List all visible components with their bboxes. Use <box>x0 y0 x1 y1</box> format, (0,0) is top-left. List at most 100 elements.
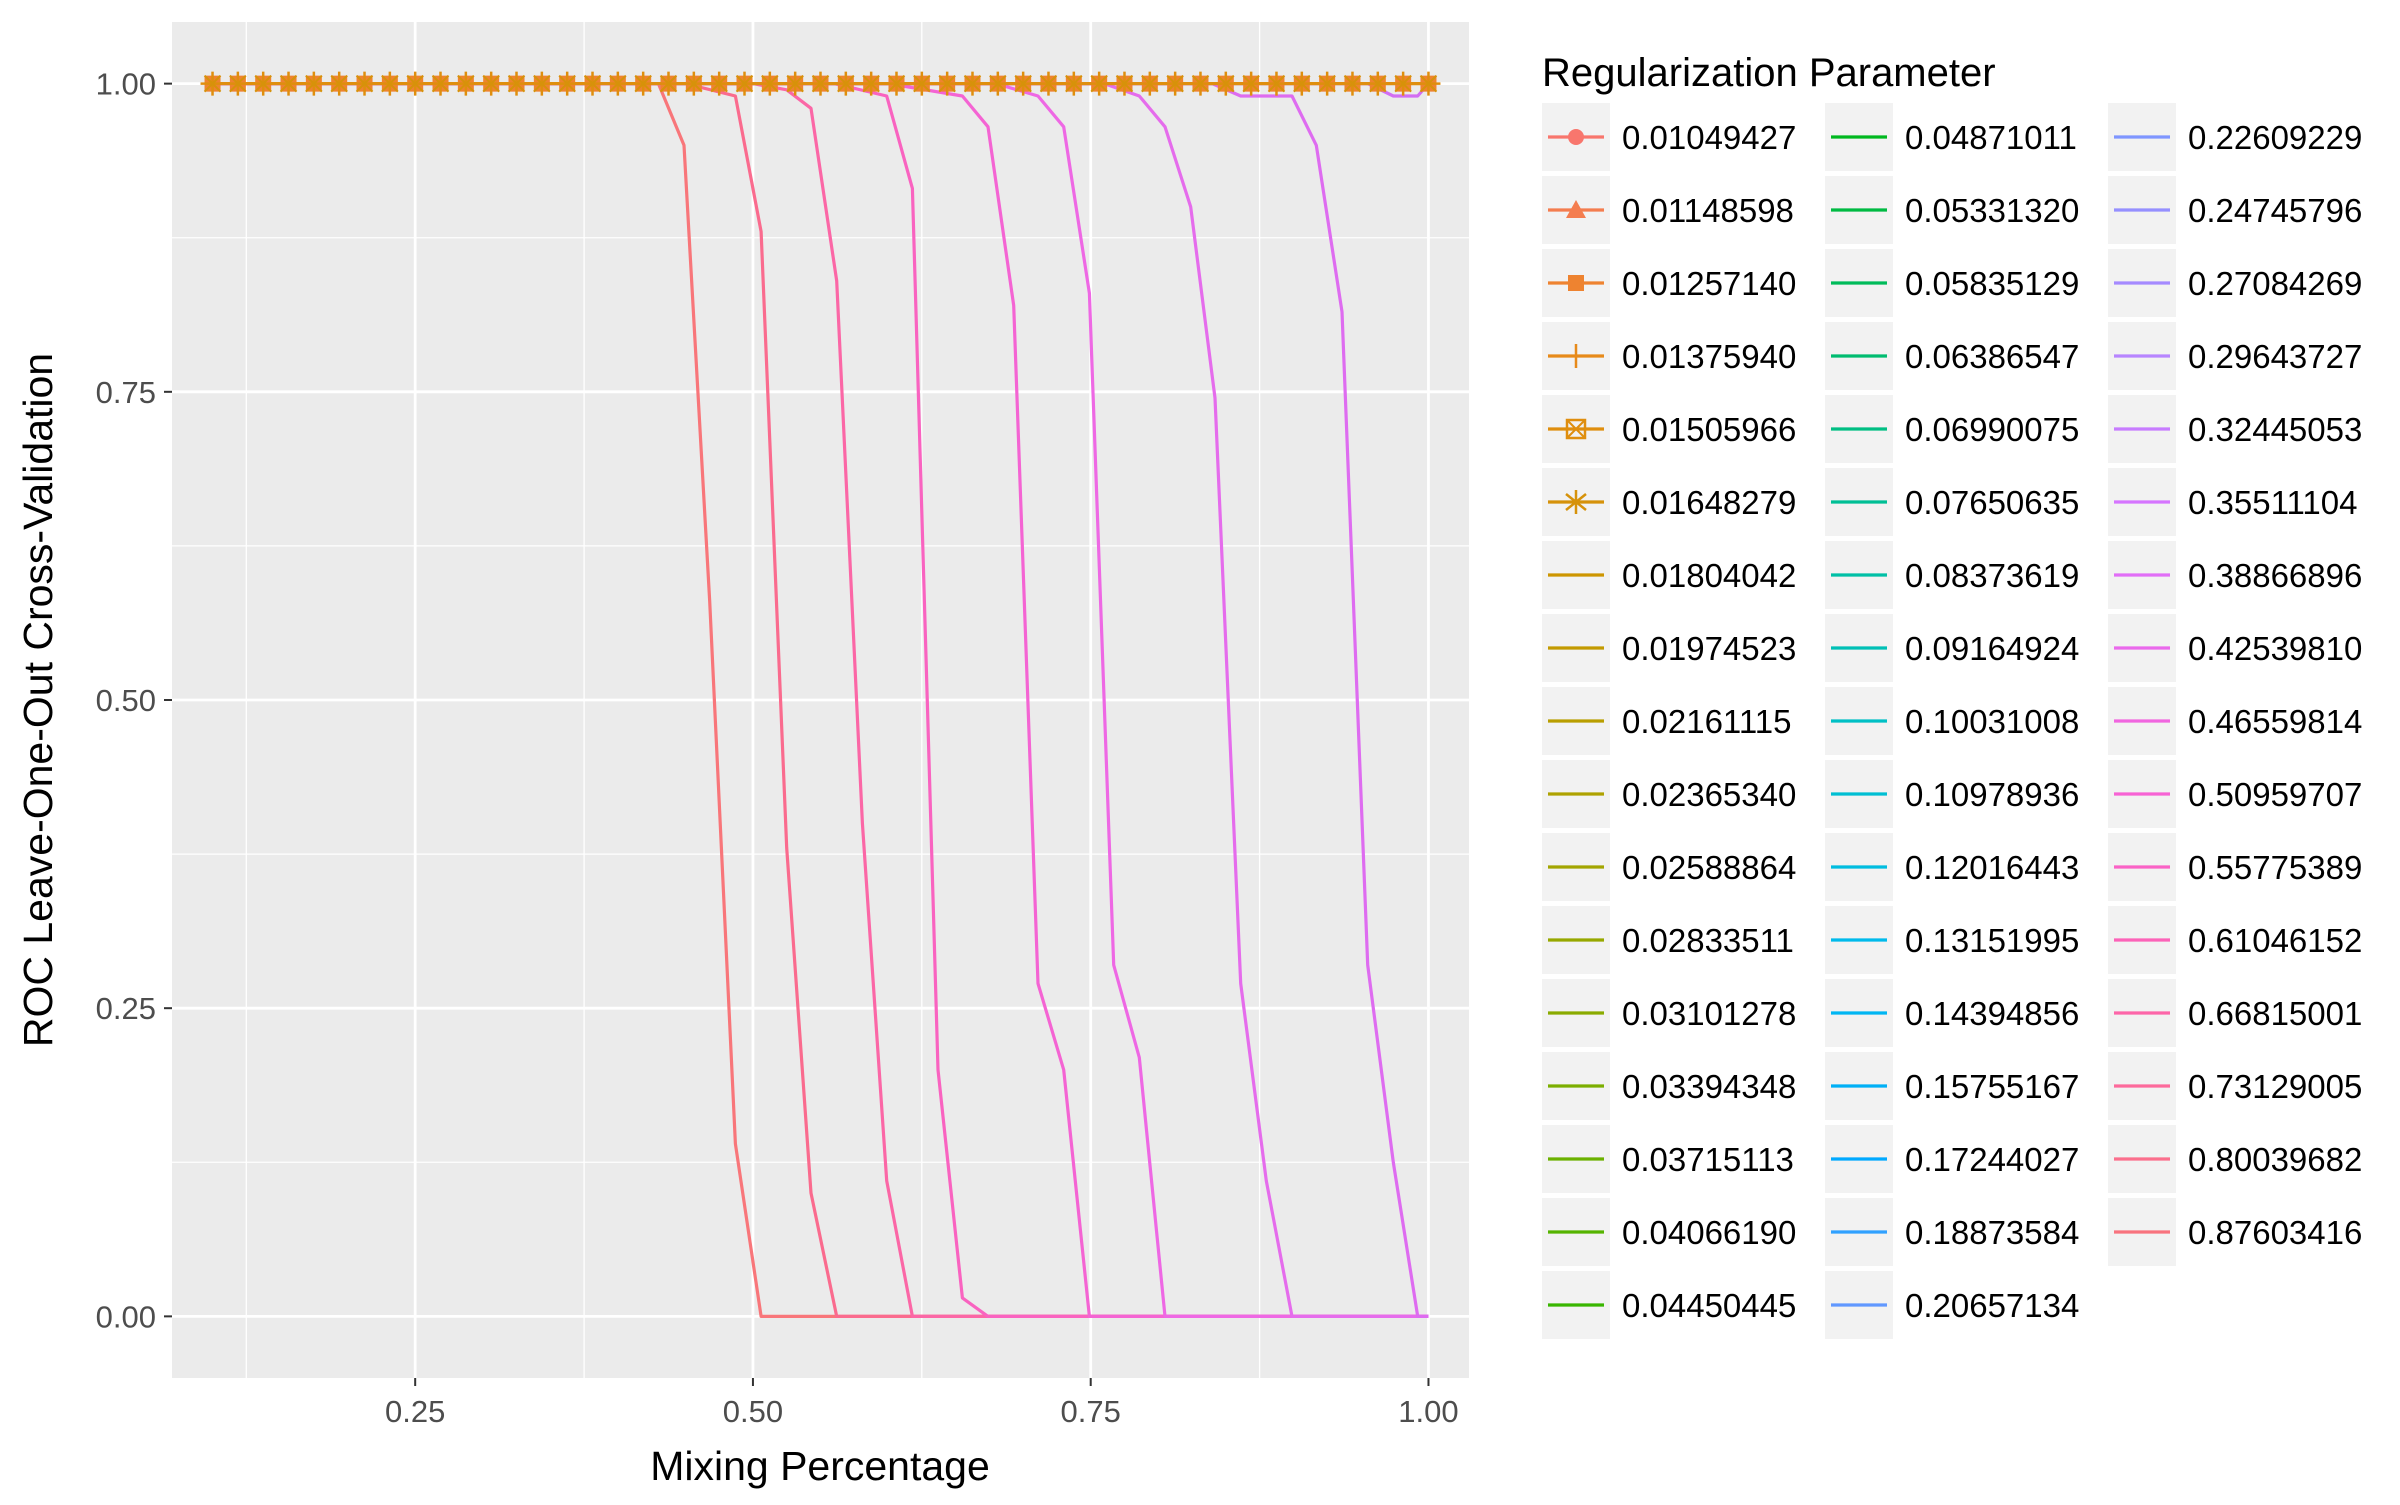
legend-item: 0.14394856 <box>1825 979 2079 1047</box>
legend-label: 0.29643727 <box>2188 338 2362 375</box>
legend-item: 0.03394348 <box>1542 1052 1796 1120</box>
data-point <box>1416 71 1441 96</box>
point-x <box>1115 74 1134 93</box>
legend-label: 0.27084269 <box>2188 265 2362 302</box>
legend-label: 0.01375940 <box>1622 338 1796 375</box>
data-point <box>1391 71 1416 96</box>
data-point <box>1264 71 1289 96</box>
legend-label: 0.22609229 <box>2188 119 2362 156</box>
point-x <box>710 74 728 93</box>
data-point <box>808 71 833 96</box>
legend-label: 0.01804042 <box>1622 557 1796 594</box>
data-point <box>605 71 630 96</box>
legend-label: 0.10031008 <box>1905 703 2079 740</box>
legend-label: 0.01974523 <box>1622 630 1796 667</box>
data-point <box>276 71 301 96</box>
legend-label: 0.02161115 <box>1622 703 1791 740</box>
point-x <box>1166 74 1184 93</box>
legend: 0.01049427 0.01148598 0.01257140 0.01375940… <box>1542 103 2362 1339</box>
legend-label: 0.05331320 <box>1905 192 2079 229</box>
legend-item: 0.05835129 <box>1825 249 2079 317</box>
data-point <box>757 71 782 96</box>
legend-item: 0.42539810 <box>2108 614 2362 682</box>
legend-label: 0.06386547 <box>1905 338 2079 375</box>
point-x <box>1242 74 1260 93</box>
legend-marker-triangle <box>1566 200 1586 218</box>
data-point <box>251 71 276 96</box>
legend-label: 0.46559814 <box>2188 703 2362 740</box>
legend-label: 0.01049427 <box>1622 119 1796 156</box>
legend-marker-circle <box>1568 129 1584 145</box>
legend-item: 0.35511104 <box>2108 468 2357 536</box>
series-line <box>212 81 1429 1319</box>
legend-item: 0.01257140 <box>1542 249 1796 317</box>
data-point <box>985 71 1010 96</box>
y-tick-label: 1.00 <box>96 67 156 102</box>
data-point <box>479 71 504 96</box>
point-x <box>1191 74 1210 93</box>
point-x <box>279 74 298 93</box>
data-point <box>580 71 605 96</box>
legend-label: 0.35511104 <box>2188 484 2357 521</box>
point-x <box>406 74 424 93</box>
legend-label: 0.61046152 <box>2188 922 2362 959</box>
point-x <box>1141 74 1159 93</box>
data-point <box>504 71 529 96</box>
point-x <box>431 74 450 93</box>
point-x <box>811 74 830 93</box>
legend-label: 0.17244027 <box>1905 1141 2079 1178</box>
legend-item: 0.18873584 <box>1825 1198 2079 1266</box>
legend-label: 0.66815001 <box>2188 995 2362 1032</box>
point-x <box>457 74 475 93</box>
legend-label: 0.10978936 <box>1905 776 2079 813</box>
point-x <box>533 74 551 93</box>
point-x <box>761 74 779 93</box>
legend-marker-square-x <box>1566 419 1586 439</box>
legend-item: 0.73129005 <box>2108 1052 2362 1120</box>
legend-label: 0.09164924 <box>1905 630 2079 667</box>
legend-label: 0.04871011 <box>1905 119 2077 156</box>
legend-label: 0.24745796 <box>2188 192 2362 229</box>
legend-item: 0.20657134 <box>1825 1271 2079 1339</box>
data-point <box>1163 71 1188 96</box>
legend-label: 0.50959707 <box>2188 776 2362 813</box>
point-x <box>634 74 652 93</box>
data-point <box>1011 71 1036 96</box>
data-point <box>1087 71 1112 96</box>
legend-item: 0.17244027 <box>1825 1125 2079 1193</box>
point-x <box>659 74 678 93</box>
legend-item: 0.80039682 <box>2108 1125 2362 1193</box>
legend-item: 0.02588864 <box>1542 833 1796 901</box>
legend-label: 0.02833511 <box>1622 922 1794 959</box>
y-tick-label: 0.00 <box>96 1299 156 1334</box>
data-point <box>1137 71 1162 96</box>
data-point <box>352 71 377 96</box>
point-x <box>1318 74 1336 93</box>
legend-item: 0.29643727 <box>2108 322 2362 390</box>
legend-item: 0.55775389 <box>2108 833 2362 901</box>
data-point <box>707 71 732 96</box>
legend-label: 0.01505966 <box>1622 411 1796 448</box>
data-point <box>1112 71 1137 96</box>
legend-label: 0.07650635 <box>1905 484 2079 521</box>
point-x <box>355 74 374 93</box>
legend-item: 0.02161115 <box>1542 687 1791 755</box>
data-point <box>1340 71 1365 96</box>
legend-item: 0.01974523 <box>1542 614 1796 682</box>
point-x <box>887 74 906 93</box>
point-x <box>1369 74 1387 93</box>
data-point <box>1239 71 1264 96</box>
legend-item: 0.15755167 <box>1825 1052 2079 1120</box>
legend-item: 0.22609229 <box>2108 103 2362 171</box>
y-tick-label: 0.50 <box>96 683 156 718</box>
x-axis-label: Mixing Percentage <box>650 1443 990 1489</box>
data-point <box>225 71 250 96</box>
legend-marker-square <box>1568 275 1584 291</box>
x-tick-label: 0.25 <box>385 1394 445 1429</box>
point-x <box>305 74 323 93</box>
legend-item: 0.06990075 <box>1825 395 2079 463</box>
point-x <box>254 74 272 93</box>
data-point <box>732 71 757 96</box>
markers <box>200 71 1441 96</box>
data-point <box>453 71 478 96</box>
